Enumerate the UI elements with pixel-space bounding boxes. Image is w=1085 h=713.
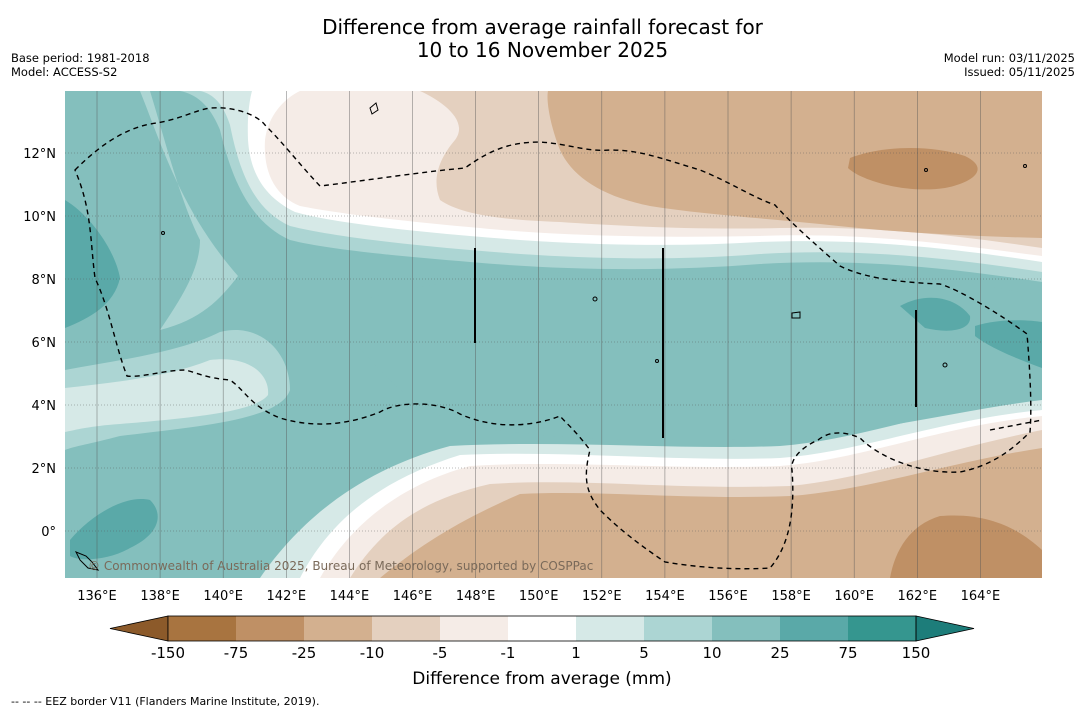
colorbar-label: 25 (770, 644, 789, 662)
colorbar-high-extend (915, 615, 975, 642)
latitude-label: 8°N (32, 273, 57, 288)
colorbar-swatch (712, 616, 780, 641)
island-outline (942, 362, 948, 368)
colorbar-label: -75 (224, 644, 249, 662)
base-period: Base period: 1981-2018 (11, 51, 150, 65)
longitude-label: 138°E (140, 589, 180, 604)
issued-date: Issued: 05/11/2025 (964, 65, 1075, 79)
latitude-label: 2°N (32, 462, 57, 477)
map-title-line2: 10 to 16 November 2025 (416, 38, 669, 62)
longitude-label: 146°E (393, 589, 433, 604)
island-outline (924, 168, 928, 172)
latitude-label: 12°N (23, 147, 56, 162)
latitude-label: 0° (41, 525, 56, 540)
colorbar-swatch (780, 616, 848, 641)
colorbar-swatch (168, 616, 236, 641)
island-outline (161, 231, 165, 235)
latitude-label: 6°N (32, 336, 57, 351)
colorbar-swatch (304, 616, 372, 641)
longitude-label: 142°E (267, 589, 307, 604)
longitude-label: 144°E (330, 589, 370, 604)
anomaly-band-central-mid-teal (330, 271, 1042, 441)
colorbar-outline (167, 615, 917, 642)
longitude-labels: 136°E 138°E 140°E 142°E 144°E 146°E 148°E 150°E… (77, 589, 1000, 604)
colorbar-swatch (372, 616, 440, 641)
longitude-label: 164°E (961, 589, 1001, 604)
longitude-label: 162°E (898, 589, 938, 604)
longitude-label: 158°E (771, 589, 811, 604)
colorbar-swatch (508, 616, 576, 641)
anomaly-band-south-medium-brown (380, 448, 1042, 578)
copyright-notice: © Commonwealth of Australia 2025, Bureau… (88, 559, 593, 573)
colorbar-label: -10 (360, 644, 385, 662)
longitude-label: 160°E (834, 589, 874, 604)
colorbar-swatch (440, 616, 508, 641)
longitude-label: 152°E (582, 589, 622, 604)
eez-border-palau-fsm (74, 107, 1032, 570)
model-run-date: Model run: 03/11/2025 (943, 51, 1075, 65)
anomaly-band-north-dark-brown (848, 147, 978, 190)
map-plot-area (65, 91, 1042, 578)
colorbar-label: 1 (571, 644, 581, 662)
colorbar-swatch (236, 616, 304, 641)
anomaly-band-north-medium-brown (547, 91, 1042, 238)
longitude-label: 136°E (77, 589, 117, 604)
anomaly-band-southwest-dark-teal (70, 499, 158, 560)
longitude-label: 156°E (708, 589, 748, 604)
boundary-lines (474, 248, 917, 438)
island-outline (74, 551, 100, 571)
eez-footnote: -- -- -- EEZ border V11 (Flanders Marine… (11, 695, 320, 708)
colorbar: -150 -75 -25 -10 -5 -1 1 5 10 25 75 150 (109, 615, 975, 662)
colorbar-label: -150 (151, 644, 185, 662)
island-outline (369, 102, 379, 115)
map-title-line1: Difference from average rainfall forecas… (322, 15, 763, 39)
island-outlines (74, 102, 1027, 571)
colorbar-label: -5 (433, 644, 448, 662)
anomaly-band-west-dark-teal (65, 200, 120, 328)
colorbar-label: -1 (501, 644, 516, 662)
colorbar-swatch (644, 616, 712, 641)
colorbar-label: 75 (838, 644, 857, 662)
anomaly-band-west-pale-green (65, 359, 269, 432)
longitude-label: 140°E (203, 589, 243, 604)
colorbar-title: Difference from average (mm) (412, 669, 671, 689)
map-gridlines (65, 91, 1042, 578)
anomaly-band-west-light-green-strip (140, 91, 238, 330)
model-name: Model: ACCESS-S2 (11, 65, 118, 79)
eez-border (74, 107, 1042, 570)
longitude-label: 148°E (456, 589, 496, 604)
colorbar-label: -25 (292, 644, 317, 662)
colorbar-label: 150 (902, 644, 931, 662)
colorbar-swatch (848, 616, 916, 641)
colorbar-label: 10 (702, 644, 721, 662)
latitude-labels: 12°N 10°N 8°N 6°N 4°N 2°N 0° (23, 147, 56, 540)
island-outline (1023, 164, 1027, 168)
colorbar-swatch (576, 616, 644, 641)
latitude-label: 4°N (32, 399, 57, 414)
island-outline (791, 311, 801, 319)
colorbar-label: 5 (639, 644, 649, 662)
island-outline (592, 296, 598, 302)
colorbar-low-extend (109, 615, 169, 642)
longitude-label: 150°E (519, 589, 559, 604)
island-outline (655, 359, 659, 363)
latitude-label: 10°N (23, 210, 56, 225)
longitude-label: 154°E (645, 589, 685, 604)
